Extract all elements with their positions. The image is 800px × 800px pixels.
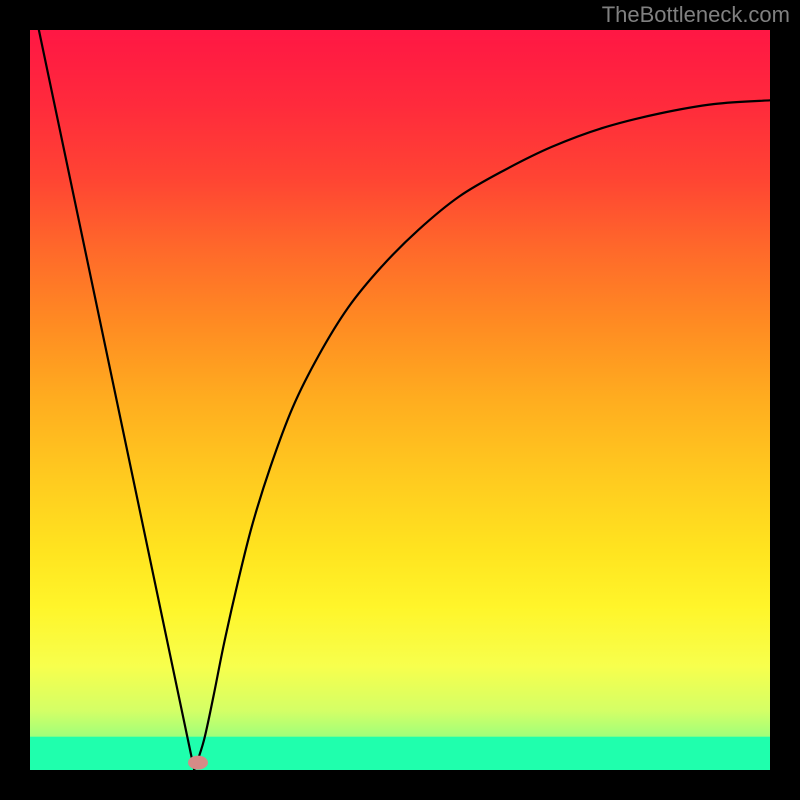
optimal-point-marker: [188, 756, 208, 770]
watermark-label: TheBottleneck.com: [602, 2, 790, 27]
chart-plot-area: [30, 30, 770, 770]
bottleneck-chart: TheBottleneck.com: [0, 0, 800, 800]
chart-green-band: [30, 737, 770, 770]
